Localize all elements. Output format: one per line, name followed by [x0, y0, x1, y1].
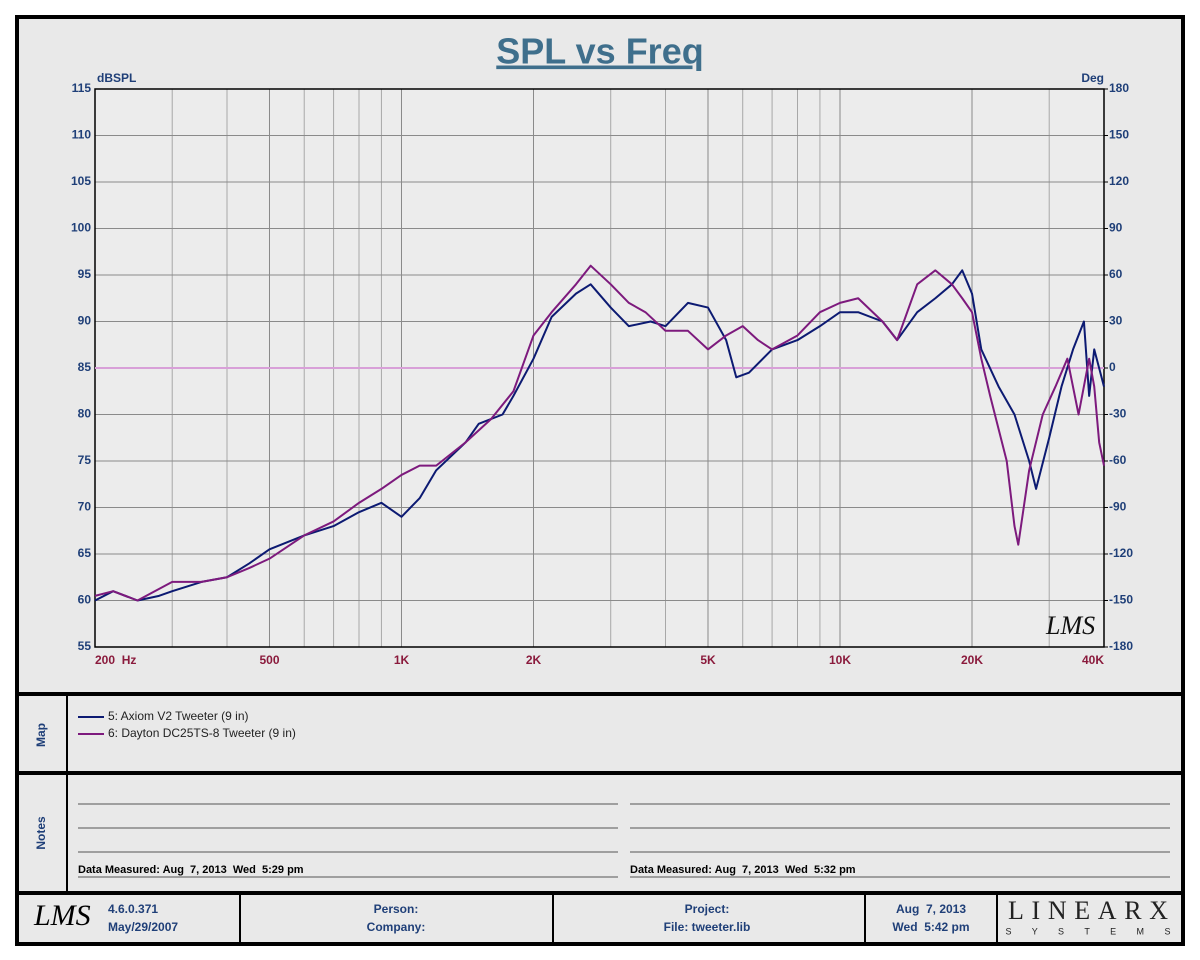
y-axis-label: dBSPL	[97, 71, 136, 85]
y2-tick-label: 60	[1109, 267, 1123, 281]
y2-tick-label: -90	[1109, 500, 1127, 514]
file: File: tweeter.lib	[664, 920, 751, 934]
date: Aug 7, 2013	[896, 902, 966, 916]
y-tick-label: 100	[71, 221, 91, 235]
notes-lines	[78, 803, 1170, 878]
y2-tick-label: -150	[1109, 593, 1133, 607]
series-line	[94, 269, 1105, 602]
note-entry: Data Measured: Aug 7, 2013 Wed 5:29 pm	[78, 864, 304, 876]
series-line	[94, 264, 1105, 602]
y2-tick-label: 0	[1109, 360, 1116, 374]
brand-sub: S Y S T E M S	[1006, 926, 1171, 936]
y-tick-label: 70	[78, 500, 92, 514]
version-date: May/29/2007	[108, 920, 178, 934]
y2-tick-label: 120	[1109, 174, 1129, 188]
footer-logo: LMS	[33, 899, 91, 932]
y-tick-label: 80	[78, 407, 92, 421]
note-entry: Data Measured: Aug 7, 2013 Wed 5:32 pm	[630, 864, 856, 876]
y-tick-label: 65	[78, 546, 92, 560]
y2-tick-label: 90	[1109, 221, 1123, 235]
y-tick-label: 75	[78, 453, 92, 467]
legend-entry: 6: Dayton DC25TS-8 Tweeter (9 in)	[108, 726, 296, 740]
x-tick-label: 40K	[1082, 653, 1104, 667]
x-tick-label: 5K	[700, 653, 716, 667]
brand: LINEARX	[1008, 896, 1168, 925]
x-tick-label: 2K	[526, 653, 542, 667]
time: Wed 5:42 pm	[892, 920, 969, 934]
y-tick-label: 110	[72, 128, 92, 142]
y2-tick-label: -120	[1109, 546, 1133, 560]
y-tick-label: 55	[78, 639, 92, 653]
version: 4.6.0.371	[108, 902, 158, 916]
x-tick-label: 20K	[961, 653, 983, 667]
x-tick-label: 200 Hz	[95, 653, 136, 667]
y-tick-label: 60	[78, 593, 92, 607]
y-tick-label: 85	[78, 360, 92, 374]
y2-tick-label: 150	[1109, 128, 1129, 142]
notes-label: Notes	[34, 816, 48, 850]
y-tick-label: 90	[78, 314, 92, 328]
x-tick-label: 500	[259, 653, 279, 667]
person: Person:	[374, 902, 419, 916]
chart-title: SPL vs Freq	[496, 31, 703, 72]
y2-tick-label: -180	[1109, 639, 1133, 653]
company: Company:	[367, 920, 426, 934]
y-tick-label: 95	[78, 267, 92, 281]
x-tick-label: 1K	[394, 653, 410, 667]
y2-axis-label: Deg	[1081, 71, 1104, 85]
watermark: LMS	[1045, 611, 1095, 640]
y-tick-label: 115	[72, 81, 92, 95]
y2-tick-label: 180	[1109, 81, 1129, 95]
y2-tick-label: 30	[1109, 314, 1123, 328]
y-tick-label: 105	[71, 174, 91, 188]
map-label: Map	[34, 723, 48, 747]
y2-tick-label: -60	[1109, 453, 1127, 467]
x-tick-label: 10K	[829, 653, 851, 667]
y2-tick-label: -30	[1109, 407, 1127, 421]
project: Project:	[685, 902, 730, 916]
legend-entry: 5: Axiom V2 Tweeter (9 in)	[108, 709, 249, 723]
